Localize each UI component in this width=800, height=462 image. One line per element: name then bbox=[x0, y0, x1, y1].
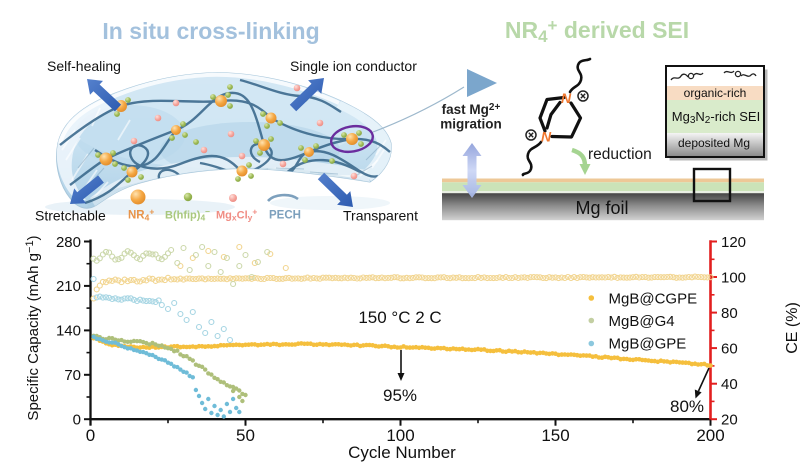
svg-text:MgB@GPE: MgB@GPE bbox=[609, 336, 687, 353]
svg-text:140: 140 bbox=[56, 323, 81, 340]
svg-text:deposited Mg: deposited Mg bbox=[678, 136, 750, 150]
svg-text:CE (%): CE (%) bbox=[784, 302, 800, 354]
svg-text:20: 20 bbox=[721, 412, 738, 429]
svg-text:100: 100 bbox=[721, 269, 746, 286]
svg-text:150: 150 bbox=[541, 426, 569, 445]
svg-text:N: N bbox=[541, 129, 552, 145]
svg-text:MgB@CGPE: MgB@CGPE bbox=[609, 291, 698, 308]
svg-text:In situ cross-linking: In situ cross-linking bbox=[102, 18, 319, 44]
svg-text:200: 200 bbox=[696, 426, 724, 445]
svg-text:PECH: PECH bbox=[269, 210, 301, 222]
svg-text:Transparent: Transparent bbox=[343, 208, 418, 224]
svg-text:150 °C 2 C: 150 °C 2 C bbox=[358, 308, 441, 327]
svg-text:Specific Capacity (mAh g−1): Specific Capacity (mAh g−1) bbox=[24, 235, 42, 420]
svg-text:Mg foil: Mg foil bbox=[575, 198, 628, 218]
svg-text:B(hfip)4−: B(hfip)4− bbox=[165, 207, 210, 223]
svg-text:Stretchable: Stretchable bbox=[35, 208, 106, 224]
svg-text:100: 100 bbox=[386, 426, 414, 445]
svg-text:migration: migration bbox=[440, 117, 502, 132]
svg-text:40: 40 bbox=[721, 376, 738, 393]
svg-text:reduction: reduction bbox=[588, 146, 652, 163]
svg-text:280: 280 bbox=[56, 234, 81, 251]
svg-text:Single ion conductor: Single ion conductor bbox=[290, 58, 417, 74]
svg-text:50: 50 bbox=[236, 426, 255, 445]
svg-text:MgB@G4: MgB@G4 bbox=[609, 313, 675, 330]
svg-text:95%: 95% bbox=[383, 386, 417, 405]
svg-text:MgxCly+: MgxCly+ bbox=[216, 207, 257, 223]
svg-text:70: 70 bbox=[64, 367, 81, 384]
svg-text:60: 60 bbox=[721, 340, 738, 357]
svg-text:0: 0 bbox=[73, 412, 81, 429]
svg-text:organic-rich: organic-rich bbox=[684, 86, 747, 100]
svg-text:210: 210 bbox=[56, 278, 81, 295]
svg-text:0: 0 bbox=[86, 426, 95, 445]
svg-text:N: N bbox=[561, 90, 572, 106]
svg-text:NR4+ derived SEI: NR4+ derived SEI bbox=[505, 16, 689, 46]
svg-text:Self-healing: Self-healing bbox=[47, 58, 121, 74]
svg-text:80: 80 bbox=[721, 305, 738, 322]
svg-text:Cycle Number: Cycle Number bbox=[348, 443, 456, 462]
svg-text:fast Mg2+: fast Mg2+ bbox=[442, 102, 501, 117]
svg-text:Mg3N2-rich SEI: Mg3N2-rich SEI bbox=[672, 109, 760, 126]
svg-text:120: 120 bbox=[721, 234, 746, 251]
svg-text:80%: 80% bbox=[670, 397, 704, 416]
